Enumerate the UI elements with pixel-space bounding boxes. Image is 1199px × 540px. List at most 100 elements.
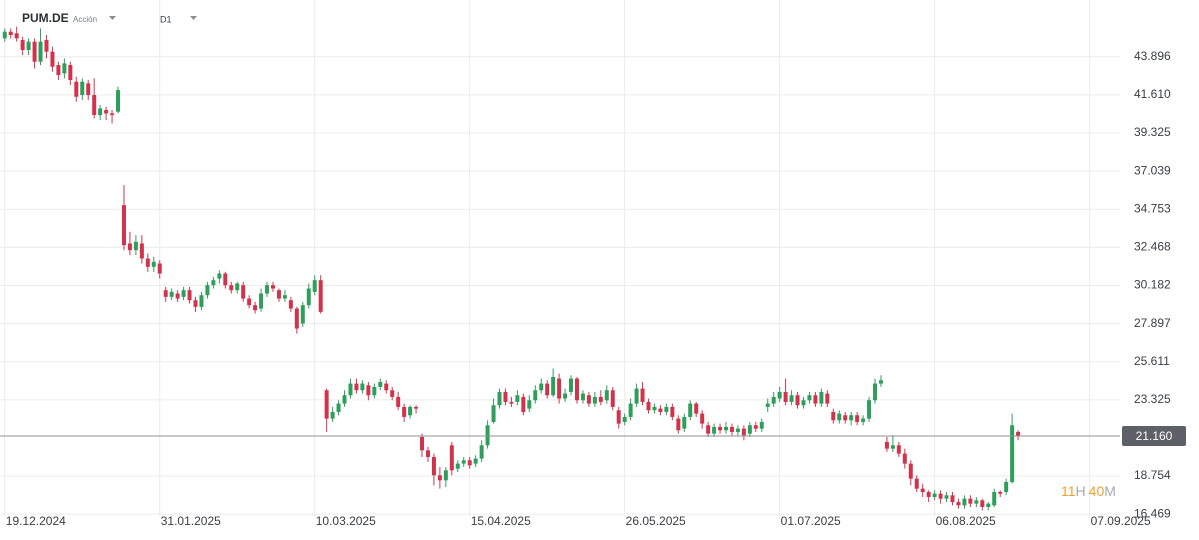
candle-body [503, 391, 508, 402]
candle-body [861, 418, 866, 422]
candle-body [914, 478, 919, 489]
candle-body [300, 305, 305, 324]
candle-body [205, 285, 210, 296]
candle-body [896, 445, 901, 454]
candle-body [771, 396, 776, 404]
candle-body [670, 406, 675, 417]
candle-body [157, 263, 162, 274]
candle-body [992, 491, 997, 506]
overlay: 43.896 41.610 39.325 37.039 34.753 32.468 30.1… [0, 49, 1186, 528]
candle-body [807, 395, 812, 401]
candle-body [956, 501, 961, 506]
symbol-dropdown[interactable] [109, 16, 116, 20]
candle-body [628, 403, 633, 417]
timeframe-dropdown[interactable] [190, 16, 197, 20]
candle-body [664, 406, 669, 412]
candle-body [682, 416, 687, 429]
symbol[interactable]: PUM.DE [22, 11, 69, 25]
candle-body [217, 273, 222, 279]
countdown: 11H 40M [1061, 483, 1116, 499]
candle-body [449, 445, 454, 471]
candle-body [360, 383, 365, 391]
candle-body [694, 403, 699, 414]
candle-body [586, 395, 591, 404]
x-tick-label: 07.09.2025 [1091, 514, 1151, 528]
candle-body [306, 288, 311, 306]
candle-body [527, 400, 532, 409]
candle-body [783, 391, 788, 402]
candle-body [759, 421, 764, 429]
candle-body [402, 406, 407, 417]
candle-body [729, 426, 734, 432]
candle-body [884, 441, 889, 449]
last-price-box [1122, 425, 1186, 446]
candle-body [974, 500, 979, 504]
candle-body [50, 51, 55, 67]
candle-body [163, 290, 168, 297]
candle-body [867, 400, 872, 419]
candle-body [604, 390, 609, 401]
candle-body [8, 31, 13, 36]
candle-body [580, 393, 585, 401]
candle-body [282, 295, 287, 299]
y-tick-label: 16.469 [1134, 506, 1171, 520]
candle-body [712, 426, 717, 434]
candle-body [324, 390, 329, 419]
candle-body [437, 475, 442, 481]
candle-body [890, 445, 895, 449]
candle-body [354, 383, 359, 391]
x-tick-label: 19.12.2024 [6, 514, 66, 528]
candle-body [700, 413, 705, 424]
candle-body [610, 390, 615, 407]
candle-body [718, 426, 723, 431]
candle-body [1010, 425, 1015, 482]
candle-body [229, 285, 234, 291]
candle-body [372, 386, 377, 396]
countdown-minutes-unit: M [1104, 483, 1116, 499]
candle-body [545, 383, 550, 396]
candle-body [425, 450, 430, 457]
candle-body [348, 383, 353, 396]
y-tick-label: 43.896 [1134, 49, 1171, 63]
timeframe[interactable]: D1 [160, 14, 172, 24]
candle-body [1016, 431, 1021, 436]
candle-body [32, 41, 37, 62]
candle-body [706, 425, 711, 434]
candle-body [938, 493, 943, 499]
candle-body [431, 456, 436, 476]
candle-body [175, 293, 180, 299]
candle-body [741, 428, 746, 436]
candle-body [533, 390, 538, 401]
candle-body [813, 395, 818, 404]
candle-body [110, 113, 115, 116]
candle-body [396, 396, 401, 407]
candle-body [2, 31, 7, 39]
candle-body [795, 395, 800, 406]
candle-body [980, 500, 985, 507]
candle-body [288, 300, 293, 309]
candle-body [598, 396, 603, 402]
candle-body [843, 415, 848, 421]
last-price-label: 21.160 [1136, 429, 1173, 443]
candle-body [169, 291, 174, 297]
candle-body [38, 41, 43, 62]
candle-body [276, 290, 281, 299]
candle-body [461, 460, 466, 464]
candle-body [831, 411, 836, 421]
candle-body [849, 415, 854, 421]
candle-body [986, 503, 991, 507]
candle-body [330, 411, 335, 419]
candle-body [557, 378, 562, 399]
candle-body [265, 285, 270, 294]
y-tick-label: 34.753 [1134, 201, 1171, 215]
candle-body [259, 293, 264, 309]
candle-body [652, 406, 657, 411]
candle-body [270, 285, 275, 289]
candle-body [878, 380, 883, 384]
candle-body [384, 383, 389, 391]
candle-body [133, 241, 138, 251]
candle-body [193, 300, 198, 307]
x-tick-label: 01.07.2025 [781, 514, 841, 528]
x-tick-label: 06.08.2025 [936, 514, 996, 528]
candle-body [68, 65, 73, 81]
